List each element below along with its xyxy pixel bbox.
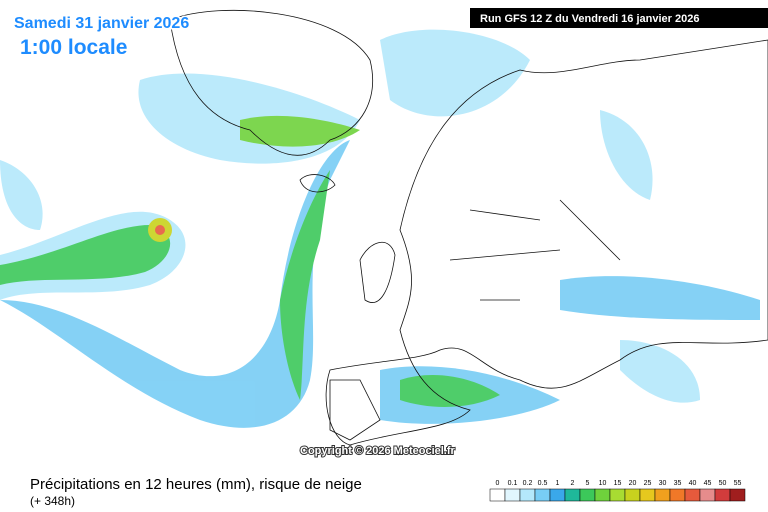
legend-label: 25	[644, 480, 652, 487]
legend-swatch	[714, 488, 731, 502]
caption-title: Précipitations en 12 heures (mm), risque…	[30, 476, 362, 493]
legend-swatch	[579, 488, 596, 502]
legend-swatch	[549, 488, 566, 502]
run-label: Run GFS 12 Z du Vendredi 16 janvier 2026	[480, 13, 699, 25]
legend-label: 0.5	[538, 480, 548, 487]
legend-swatch	[504, 488, 521, 502]
legend-label: 55	[734, 480, 742, 487]
run-box	[470, 8, 768, 28]
date-label: Samedi 31 janvier 2026	[14, 15, 189, 32]
legend-swatch	[609, 488, 626, 502]
legend: 0 0.1 0.2 0.5 1 2 5 10 15 20 25 30 35 40 45 50 55	[489, 480, 746, 502]
legend-swatch	[489, 488, 506, 502]
legend-swatch	[699, 488, 716, 502]
copyright: Copyright © 2026 Meteociel.fr	[300, 445, 456, 457]
legend-swatch	[639, 488, 656, 502]
legend-swatch	[564, 488, 581, 502]
legend-label: 2	[571, 480, 575, 487]
legend-label: 10	[599, 480, 607, 487]
legend-label: 0	[496, 480, 500, 487]
legend-swatch	[729, 488, 746, 502]
legend-swatch	[669, 488, 686, 502]
legend-swatch	[534, 488, 551, 502]
legend-swatch	[594, 488, 611, 502]
legend-swatch	[654, 488, 671, 502]
legend-label: 35	[674, 480, 682, 487]
legend-label: 50	[719, 480, 727, 487]
legend-label: 45	[704, 480, 712, 487]
precipitation	[0, 29, 760, 428]
coastlines	[169, 9, 768, 446]
legend-swatch	[624, 488, 641, 502]
legend-swatch	[684, 488, 701, 502]
legend-label: 0.2	[523, 480, 533, 487]
legend-label: 1	[556, 480, 560, 487]
legend-label: 30	[659, 480, 667, 487]
legend-label: 5	[586, 480, 590, 487]
time-label: 1:00 locale	[20, 36, 127, 59]
legend-label: 0.1	[508, 480, 518, 487]
caption-lead: (+ 348h)	[30, 494, 75, 508]
legend-label: 20	[629, 480, 637, 487]
legend-label: 15	[614, 480, 622, 487]
legend-label: 40	[689, 480, 697, 487]
legend-swatch	[519, 488, 536, 502]
